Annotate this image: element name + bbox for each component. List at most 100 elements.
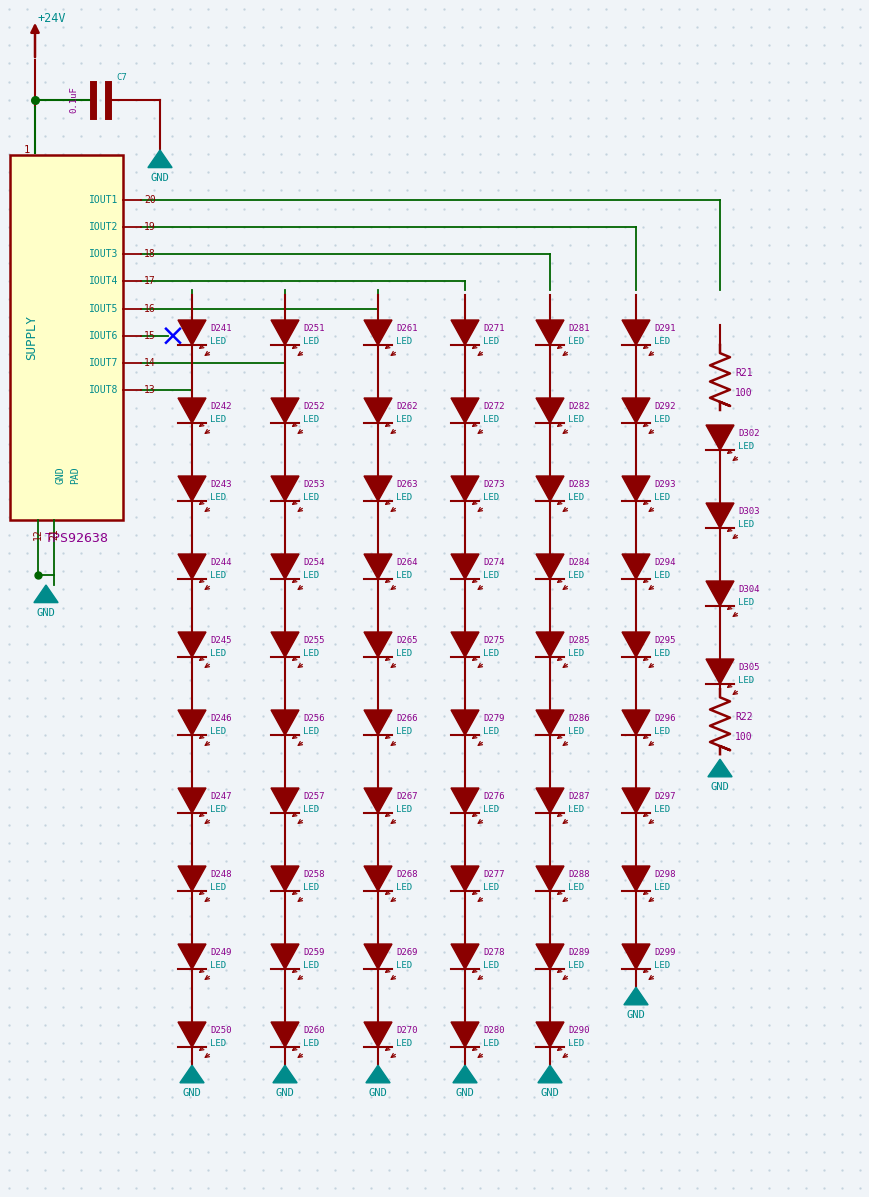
Text: D305: D305: [738, 663, 760, 672]
Text: IOUT4: IOUT4: [89, 277, 118, 286]
Text: D265: D265: [396, 636, 417, 645]
Polygon shape: [178, 710, 206, 735]
Polygon shape: [271, 476, 299, 502]
FancyBboxPatch shape: [10, 154, 123, 519]
Polygon shape: [624, 988, 648, 1004]
Text: LED: LED: [483, 336, 499, 346]
Text: 21: 21: [49, 528, 59, 540]
Text: 17: 17: [144, 277, 156, 286]
Text: 0.1uF: 0.1uF: [70, 86, 78, 114]
Text: LED: LED: [303, 883, 319, 892]
Text: 13: 13: [144, 385, 156, 395]
Polygon shape: [622, 788, 650, 813]
Polygon shape: [536, 865, 564, 892]
Text: LED: LED: [483, 1039, 499, 1047]
Text: D304: D304: [738, 585, 760, 594]
Text: D260: D260: [303, 1026, 324, 1035]
Polygon shape: [34, 585, 58, 602]
Text: 1: 1: [23, 145, 30, 154]
Polygon shape: [364, 476, 392, 502]
Polygon shape: [178, 397, 206, 424]
Polygon shape: [622, 397, 650, 424]
Polygon shape: [706, 581, 734, 606]
Polygon shape: [364, 788, 392, 813]
Text: 16: 16: [144, 304, 156, 314]
Text: LED: LED: [210, 336, 226, 346]
Polygon shape: [364, 554, 392, 579]
Polygon shape: [364, 710, 392, 735]
Text: D257: D257: [303, 792, 324, 801]
Text: GND: GND: [150, 172, 169, 183]
Text: PAD: PAD: [70, 466, 80, 484]
Text: LED: LED: [568, 961, 584, 970]
Polygon shape: [364, 397, 392, 424]
Text: IOUT6: IOUT6: [89, 330, 118, 341]
Text: LED: LED: [483, 649, 499, 658]
Text: D303: D303: [738, 506, 760, 516]
Text: LED: LED: [568, 804, 584, 814]
Text: D262: D262: [396, 402, 417, 411]
Text: D254: D254: [303, 558, 324, 567]
Text: D249: D249: [210, 948, 231, 956]
Polygon shape: [536, 788, 564, 813]
Text: LED: LED: [303, 336, 319, 346]
Text: LED: LED: [210, 1039, 226, 1047]
Text: D266: D266: [396, 713, 417, 723]
Text: LED: LED: [738, 519, 754, 529]
Text: D273: D273: [483, 480, 505, 488]
Text: R22: R22: [735, 712, 753, 722]
Polygon shape: [536, 476, 564, 502]
Polygon shape: [271, 788, 299, 813]
Text: LED: LED: [396, 649, 412, 658]
Text: D247: D247: [210, 792, 231, 801]
Text: D297: D297: [654, 792, 675, 801]
Text: LED: LED: [568, 336, 584, 346]
Text: D244: D244: [210, 558, 231, 567]
Polygon shape: [178, 320, 206, 345]
Text: LED: LED: [568, 1039, 584, 1047]
Text: LED: LED: [654, 804, 670, 814]
Text: D272: D272: [483, 402, 505, 411]
Text: D278: D278: [483, 948, 505, 956]
Text: D286: D286: [568, 713, 589, 723]
Polygon shape: [178, 632, 206, 657]
Polygon shape: [536, 397, 564, 424]
Text: 15: 15: [144, 330, 156, 341]
Polygon shape: [451, 788, 479, 813]
Text: LED: LED: [738, 442, 754, 451]
Text: GND: GND: [368, 1088, 388, 1098]
Text: LED: LED: [654, 336, 670, 346]
Polygon shape: [271, 554, 299, 579]
Polygon shape: [273, 1065, 297, 1083]
Polygon shape: [708, 759, 732, 777]
Polygon shape: [706, 425, 734, 450]
Text: LED: LED: [210, 883, 226, 892]
Text: GND: GND: [55, 466, 65, 484]
Text: D241: D241: [210, 324, 231, 333]
Text: LED: LED: [396, 883, 412, 892]
Polygon shape: [622, 554, 650, 579]
Text: LED: LED: [396, 571, 412, 579]
Text: D256: D256: [303, 713, 324, 723]
Polygon shape: [148, 150, 172, 168]
Text: D245: D245: [210, 636, 231, 645]
Text: D263: D263: [396, 480, 417, 488]
Text: D246: D246: [210, 713, 231, 723]
Polygon shape: [271, 710, 299, 735]
Text: D289: D289: [568, 948, 589, 956]
Text: D288: D288: [568, 870, 589, 879]
Text: LED: LED: [568, 493, 584, 502]
Text: LED: LED: [210, 415, 226, 424]
Text: GND: GND: [36, 608, 56, 618]
Text: GND: GND: [275, 1088, 295, 1098]
Text: D255: D255: [303, 636, 324, 645]
Text: LED: LED: [654, 571, 670, 579]
Text: D248: D248: [210, 870, 231, 879]
Text: +24V: +24V: [38, 12, 67, 25]
Text: LED: LED: [654, 415, 670, 424]
Text: 18: 18: [144, 249, 156, 260]
Text: D261: D261: [396, 324, 417, 333]
Text: D281: D281: [568, 324, 589, 333]
Text: TPS92638: TPS92638: [44, 531, 109, 545]
Text: D280: D280: [483, 1026, 505, 1035]
